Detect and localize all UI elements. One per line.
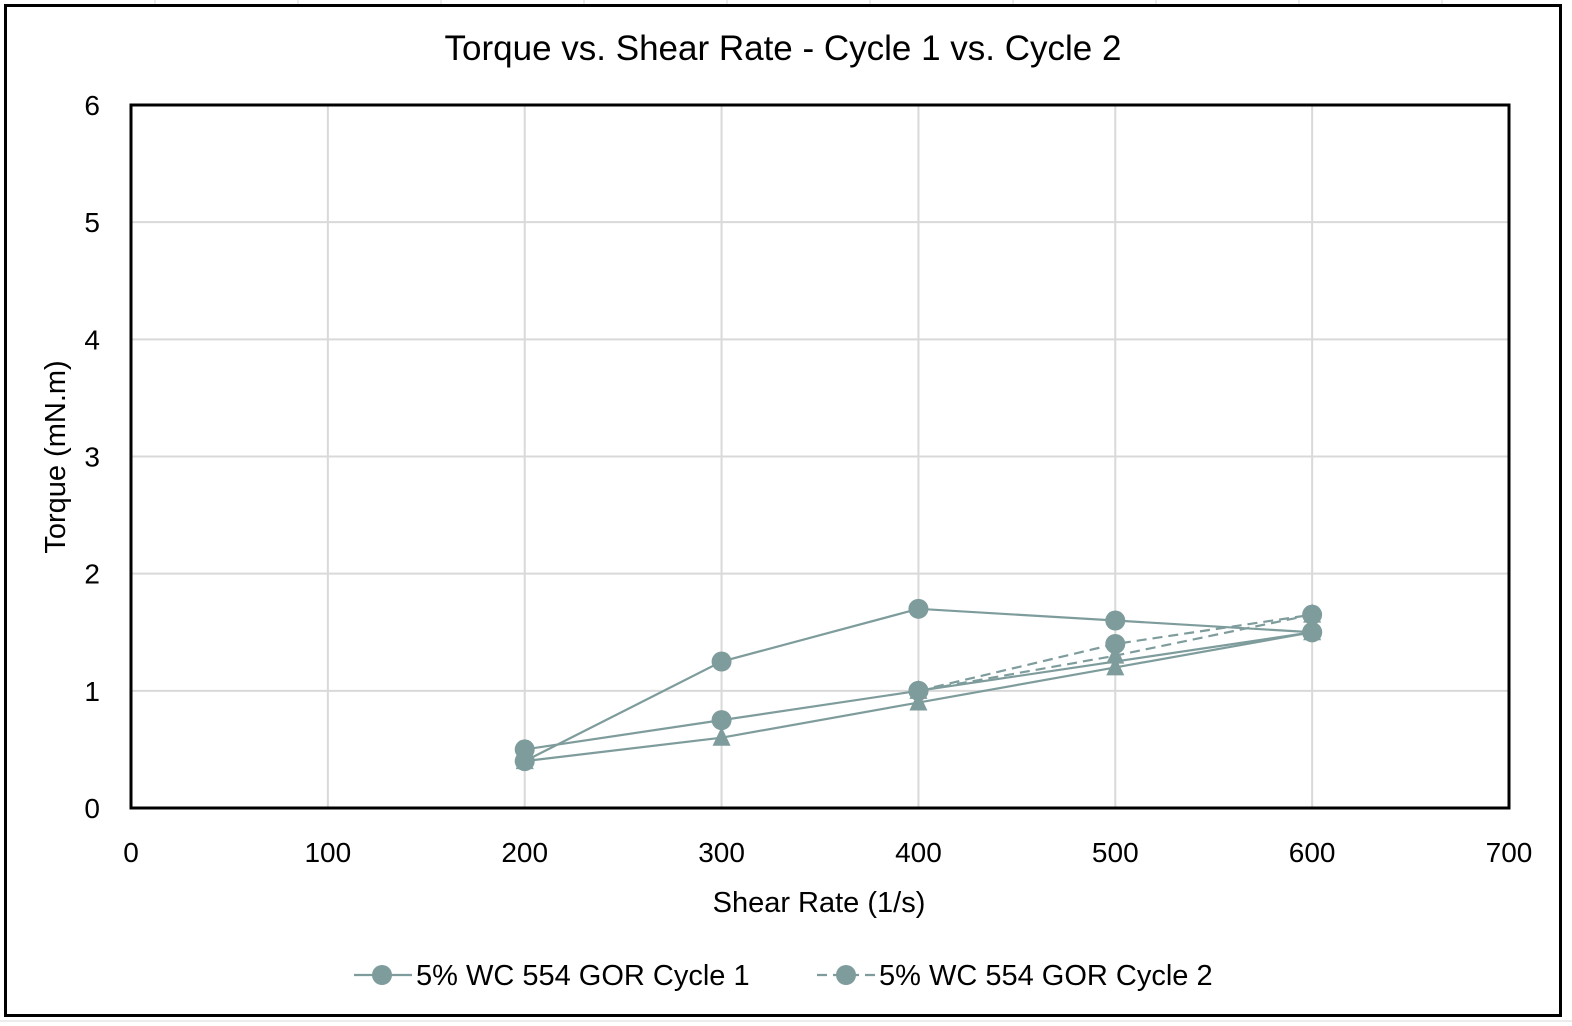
x-axis-tick-labels: 0 100 200 300 400 500 600 700 — [123, 837, 1532, 868]
data-point[interactable] — [909, 679, 928, 699]
y-axis-tick-labels: 0 1 2 3 4 5 6 — [84, 90, 100, 824]
y-tick-label: 5 — [84, 207, 100, 238]
y-tick-label: 3 — [84, 442, 100, 473]
x-tick-label: 700 — [1486, 837, 1533, 868]
series-line — [918, 613, 1313, 692]
data-point[interactable] — [1105, 610, 1126, 631]
y-tick-label: 2 — [84, 559, 100, 590]
legend-swatch-marker-cycle-2 — [836, 965, 856, 985]
chart-frame[interactable] — [4, 4, 1562, 1017]
data-point[interactable] — [712, 726, 731, 746]
x-tick-label: 300 — [698, 837, 745, 868]
chart-title: Torque vs. Shear Rate - Cycle 1 vs. Cycl… — [445, 29, 1122, 68]
legend-label-cycle-2: 5% WC 554 GOR Cycle 2 — [879, 960, 1213, 992]
data-point[interactable] — [711, 651, 732, 672]
markers-layer — [514, 598, 1323, 772]
x-tick-label: 200 — [501, 837, 548, 868]
x-tick-label: 400 — [895, 837, 942, 868]
y-tick-label: 4 — [84, 324, 100, 355]
x-axis-title: Shear Rate (1/s) — [713, 887, 926, 919]
x-tick-label: 600 — [1289, 837, 1336, 868]
x-tick-label: 100 — [304, 837, 351, 868]
data-point[interactable] — [1106, 644, 1125, 664]
legend-swatch-marker-cycle-1 — [372, 965, 392, 985]
plot-area — [129, 103, 1511, 810]
y-axis-title: Torque (mN.m) — [40, 360, 72, 553]
series-layer — [514, 598, 1323, 772]
data-point[interactable] — [909, 691, 928, 711]
data-point[interactable] — [1105, 633, 1126, 654]
data-point[interactable] — [1303, 603, 1322, 623]
y-tick-label: 1 — [84, 676, 100, 707]
data-point[interactable] — [1106, 656, 1125, 676]
y-tick-label: 6 — [84, 90, 100, 121]
x-tick-label: 500 — [1092, 837, 1139, 868]
y-tick-label: 0 — [84, 793, 100, 824]
legend[interactable]: 5% WC 554 GOR Cycle 1 5% WC 554 GOR Cycl… — [354, 960, 1213, 992]
data-point[interactable] — [514, 739, 535, 760]
data-point[interactable] — [908, 598, 929, 619]
gridlines — [130, 104, 1510, 809]
legend-label-cycle-1: 5% WC 554 GOR Cycle 1 — [416, 960, 750, 992]
data-point[interactable] — [1303, 621, 1322, 641]
data-point[interactable] — [711, 710, 732, 731]
legend-item-cycle-2[interactable]: 5% WC 554 GOR Cycle 2 — [817, 960, 1213, 992]
legend-item-cycle-1[interactable]: 5% WC 554 GOR Cycle 1 — [354, 960, 750, 992]
x-tick-label: 0 — [123, 837, 139, 868]
data-point[interactable] — [515, 750, 534, 770]
